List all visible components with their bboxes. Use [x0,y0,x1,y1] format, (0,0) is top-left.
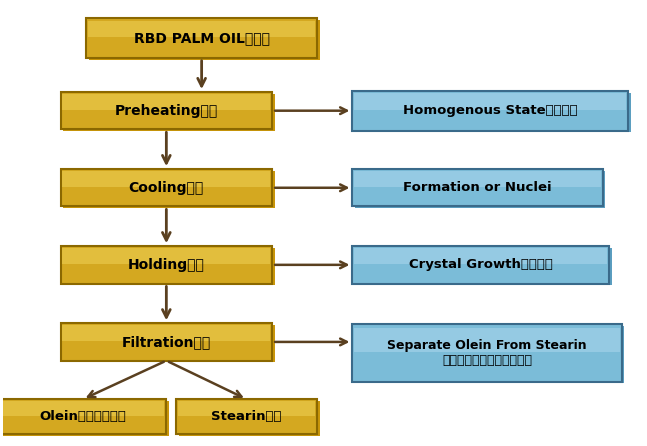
Text: RBD PALM OIL棕榈油: RBD PALM OIL棕榈油 [134,31,270,45]
FancyBboxPatch shape [61,92,272,129]
FancyBboxPatch shape [1,401,164,416]
FancyBboxPatch shape [63,94,275,131]
FancyBboxPatch shape [61,323,272,361]
FancyBboxPatch shape [353,169,602,206]
FancyBboxPatch shape [62,171,270,187]
FancyBboxPatch shape [355,171,605,208]
FancyBboxPatch shape [353,324,622,382]
FancyBboxPatch shape [355,326,624,383]
FancyBboxPatch shape [355,248,611,285]
Text: Preheating预热: Preheating预热 [115,103,218,118]
FancyBboxPatch shape [63,248,275,285]
FancyBboxPatch shape [353,91,628,131]
FancyBboxPatch shape [62,94,270,110]
FancyBboxPatch shape [355,171,600,187]
FancyBboxPatch shape [89,20,320,60]
FancyBboxPatch shape [178,401,315,416]
FancyBboxPatch shape [61,169,272,206]
FancyBboxPatch shape [62,326,270,341]
FancyBboxPatch shape [62,248,270,264]
Text: Holding保温: Holding保温 [128,258,205,272]
FancyBboxPatch shape [355,328,620,352]
FancyBboxPatch shape [353,246,609,284]
FancyBboxPatch shape [355,93,626,110]
Text: Stearin硬脂: Stearin硬脂 [212,410,282,423]
Text: Filtration过滤: Filtration过滤 [122,335,211,349]
FancyBboxPatch shape [61,246,272,284]
FancyBboxPatch shape [355,93,631,132]
Text: Olein甘油之油酸脂: Olein甘油之油酸脂 [39,410,126,423]
FancyBboxPatch shape [176,399,317,434]
Text: Formation or Nuclei: Formation or Nuclei [403,181,552,194]
FancyBboxPatch shape [2,401,169,436]
FancyBboxPatch shape [88,21,315,37]
Text: Cooling冷却: Cooling冷却 [129,181,204,195]
FancyBboxPatch shape [355,248,607,264]
FancyBboxPatch shape [0,399,166,434]
FancyBboxPatch shape [86,18,317,58]
FancyBboxPatch shape [63,171,275,208]
Text: Crystal Growth生成晶体: Crystal Growth生成晶体 [409,258,553,271]
Text: Separate Olein From Stearin
从硬脂中分离甘油之油酸脂: Separate Olein From Stearin 从硬脂中分离甘油之油酸脂 [388,339,587,367]
FancyBboxPatch shape [179,401,320,436]
Text: Homogenous State同质形态: Homogenous State同质形态 [403,104,578,117]
FancyBboxPatch shape [63,325,275,363]
